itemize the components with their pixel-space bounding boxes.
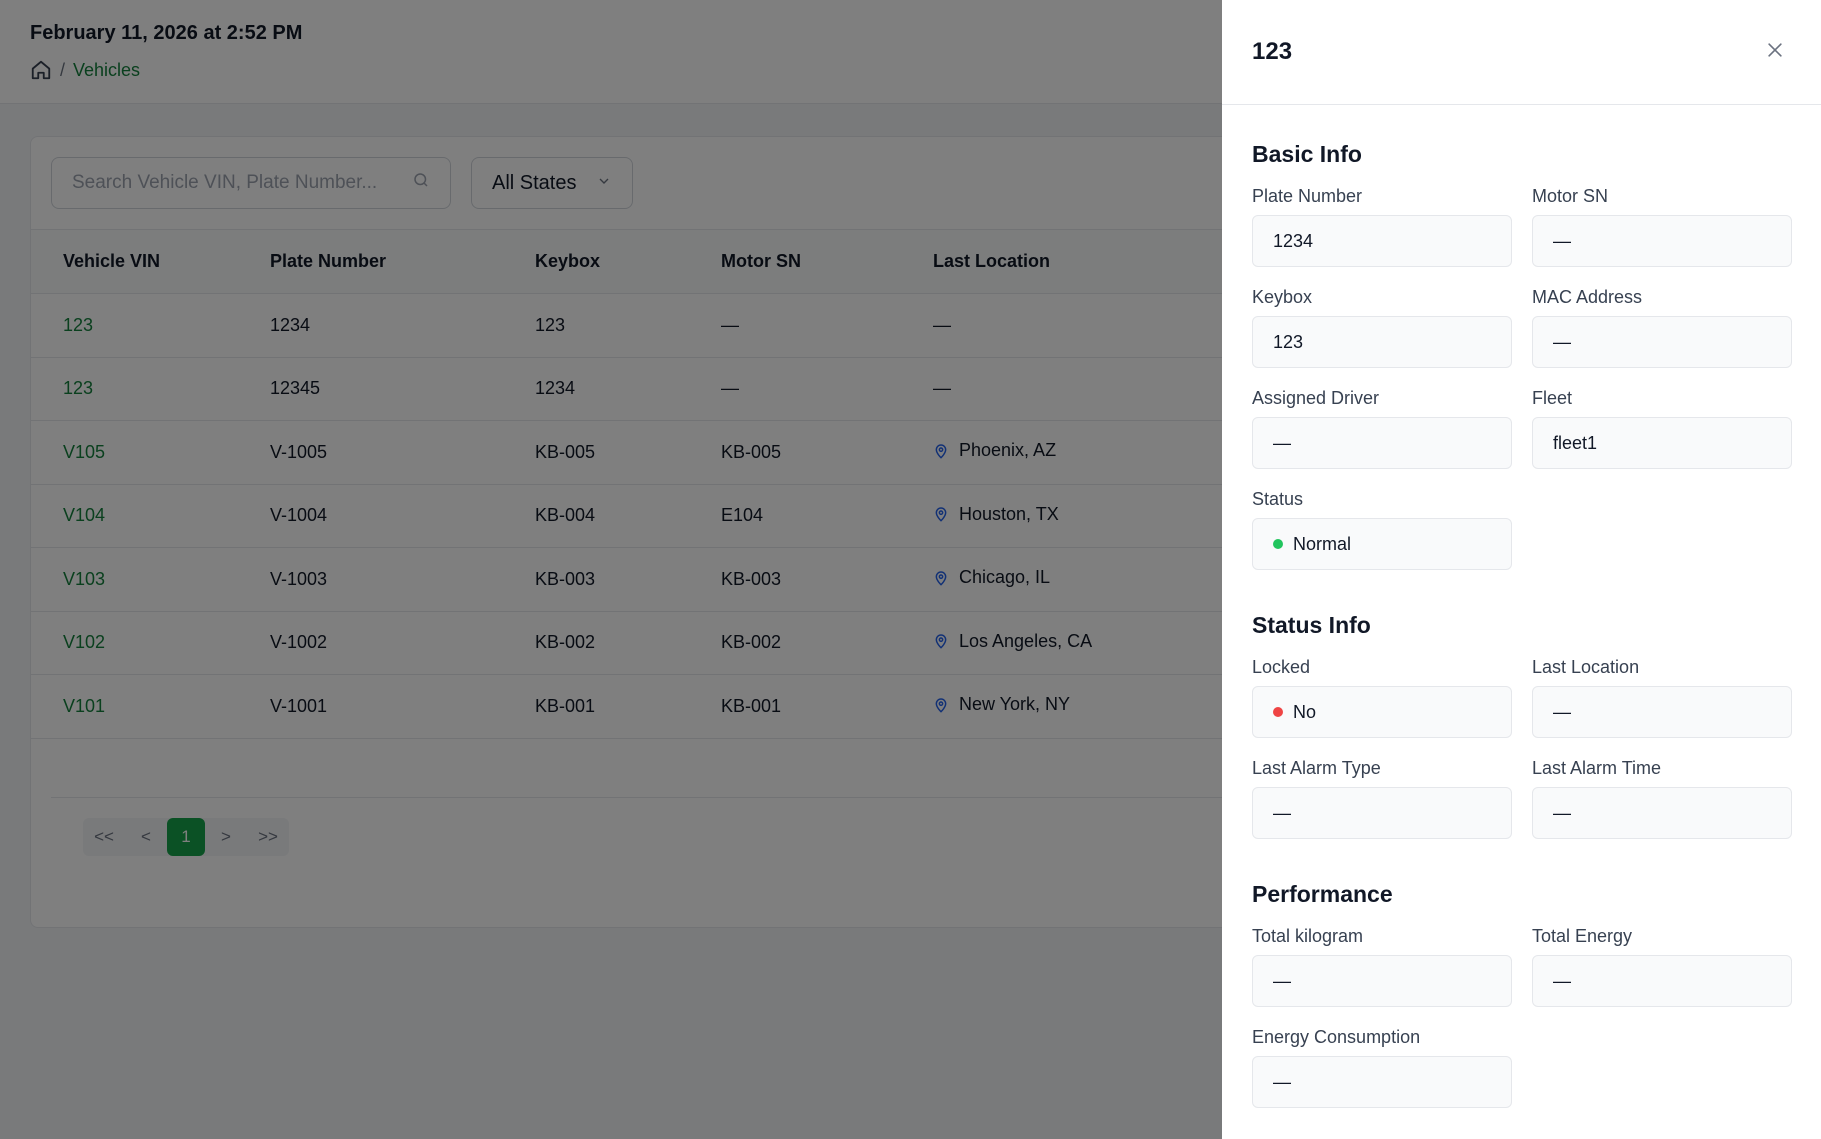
basic-info-grid: Plate Number 1234 Motor SN — Keybox 123 …: [1252, 186, 1792, 570]
field-label: Last Location: [1532, 657, 1640, 677]
field-motor-sn: Motor SN —: [1532, 186, 1792, 267]
field-label: Total kilogram: [1252, 926, 1364, 946]
field-total-kilogram: Total kilogram —: [1252, 926, 1512, 1007]
drawer-title: 123: [1252, 38, 1293, 65]
locked-badge: No: [1252, 686, 1512, 738]
field-fleet: Fleet fleet1: [1532, 388, 1792, 469]
field-plate-number: Plate Number 1234: [1252, 186, 1512, 267]
field-energy-consumption: Energy Consumption —: [1252, 1027, 1512, 1108]
status-value: Normal: [1293, 533, 1352, 554]
field-last-alarm-time: Last Alarm Time —: [1532, 758, 1792, 839]
field-label: Status: [1252, 489, 1304, 509]
field-label: Motor SN: [1532, 186, 1609, 206]
close-button[interactable]: [1759, 36, 1791, 68]
close-icon: [1765, 40, 1785, 65]
status-dot-icon: [1273, 539, 1283, 549]
field-label: Plate Number: [1252, 186, 1363, 206]
field-label: Last Alarm Type: [1252, 758, 1381, 778]
locked-dot-icon: [1273, 707, 1283, 717]
field-last-alarm-type: Last Alarm Type —: [1252, 758, 1512, 839]
field-status: Status Normal: [1252, 489, 1512, 570]
field-value: —: [1252, 955, 1512, 1007]
performance-grid: Total kilogram — Total Energy — Energy C…: [1252, 926, 1792, 1108]
section-title-status-info: Status Info: [1252, 612, 1371, 638]
field-label: Keybox: [1252, 287, 1313, 307]
field-value: —: [1252, 1056, 1512, 1108]
field-mac-address: MAC Address —: [1532, 287, 1792, 368]
field-value: —: [1532, 955, 1792, 1007]
field-label: Assigned Driver: [1252, 388, 1380, 408]
field-last-location: Last Location —: [1532, 657, 1792, 738]
field-value: —: [1252, 417, 1512, 469]
field-locked: Locked No: [1252, 657, 1512, 738]
field-value: —: [1532, 787, 1792, 839]
drawer-header: 123: [1222, 0, 1821, 105]
vehicle-detail-drawer: 123 Basic Info Plate Number 1234 Motor S…: [1222, 0, 1821, 1139]
status-info-grid: Locked No Last Location — Last Alarm Typ…: [1252, 657, 1792, 839]
field-label: Total Energy: [1532, 926, 1633, 946]
field-assigned-driver: Assigned Driver —: [1252, 388, 1512, 469]
field-value: —: [1532, 316, 1792, 368]
field-value: —: [1532, 215, 1792, 267]
field-total-energy: Total Energy —: [1532, 926, 1792, 1007]
field-value: fleet1: [1532, 417, 1792, 469]
drawer-body: Basic Info Plate Number 1234 Motor SN — …: [1222, 141, 1821, 1108]
field-value: 123: [1252, 316, 1512, 368]
field-label: Last Alarm Time: [1532, 758, 1662, 778]
field-value: —: [1252, 787, 1512, 839]
field-label: Locked: [1252, 657, 1311, 677]
field-keybox: Keybox 123: [1252, 287, 1512, 368]
status-badge: Normal: [1252, 518, 1512, 570]
field-label: MAC Address: [1532, 287, 1643, 307]
locked-value: No: [1293, 701, 1317, 722]
field-label: Energy Consumption: [1252, 1027, 1421, 1047]
section-title-performance: Performance: [1252, 881, 1393, 907]
field-value: 1234: [1252, 215, 1512, 267]
section-title-basic-info: Basic Info: [1252, 141, 1362, 167]
field-label: Fleet: [1532, 388, 1573, 408]
field-value: —: [1532, 686, 1792, 738]
